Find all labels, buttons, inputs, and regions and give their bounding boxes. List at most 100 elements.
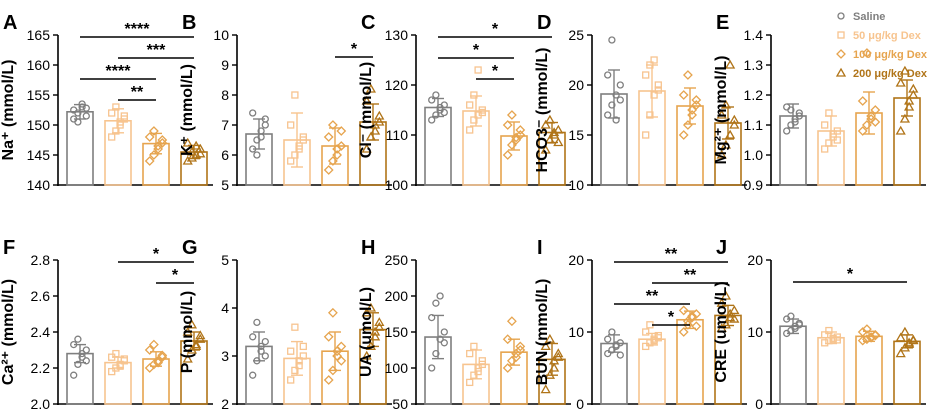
data-point bbox=[470, 91, 478, 99]
y-tick-label: 100 bbox=[385, 360, 409, 376]
data-point bbox=[182, 137, 193, 147]
y-tick-label: 20 bbox=[568, 77, 584, 93]
data-point bbox=[787, 106, 795, 114]
data-point bbox=[650, 56, 658, 64]
panel-c: C 100 110 120 130 Cl⁻ (mmol/L) * * * bbox=[358, 12, 571, 193]
significance-label: ** bbox=[131, 84, 144, 101]
y-tick-label: 2.4 bbox=[31, 324, 51, 340]
data-point bbox=[249, 145, 257, 153]
data-point bbox=[821, 121, 829, 129]
data-point bbox=[729, 114, 740, 124]
data-point bbox=[365, 341, 377, 351]
y-tick-label: 2.6 bbox=[31, 288, 51, 304]
data-point bbox=[78, 100, 86, 108]
data-point bbox=[540, 341, 551, 351]
data-point bbox=[369, 326, 381, 336]
data-point bbox=[332, 144, 343, 154]
y-tick-label: 110 bbox=[386, 127, 409, 143]
y-tick-label: 25 bbox=[568, 27, 584, 43]
data-point bbox=[682, 70, 693, 80]
data-point bbox=[895, 332, 906, 342]
y-tick-label: 0.9 bbox=[744, 177, 764, 193]
data-point bbox=[287, 121, 295, 129]
data-point bbox=[82, 346, 90, 354]
data-point bbox=[470, 116, 478, 124]
data-point bbox=[327, 307, 338, 318]
data-point bbox=[908, 334, 919, 344]
data-point bbox=[74, 118, 82, 126]
data-point bbox=[78, 103, 86, 111]
data-point bbox=[857, 335, 868, 346]
data-point bbox=[729, 305, 740, 315]
data-point bbox=[720, 290, 732, 300]
panel-label: D bbox=[537, 12, 551, 34]
data-point bbox=[323, 132, 334, 142]
y-tick-label: 3 bbox=[221, 348, 229, 364]
data-point bbox=[327, 156, 338, 166]
data-point bbox=[870, 330, 881, 341]
y-axis-label: K⁺ (mmol/L) bbox=[179, 64, 196, 156]
y-tick-label: 1.3 bbox=[744, 57, 764, 73]
y-tick-label: 130 bbox=[385, 27, 409, 43]
data-point bbox=[478, 108, 486, 117]
data-point bbox=[687, 105, 698, 115]
data-point bbox=[720, 139, 732, 149]
data-point bbox=[186, 146, 198, 156]
data-point bbox=[474, 66, 482, 74]
data-point bbox=[608, 36, 616, 44]
data-point bbox=[466, 126, 474, 134]
data-point bbox=[687, 311, 698, 322]
legend-entry: 100 μg/kg Dex bbox=[853, 49, 928, 61]
significance-label: * bbox=[492, 21, 499, 38]
data-point bbox=[642, 71, 650, 79]
data-point bbox=[903, 95, 915, 105]
data-point bbox=[74, 360, 82, 369]
data-point bbox=[195, 330, 206, 340]
data-point bbox=[678, 327, 689, 337]
data-point bbox=[691, 309, 702, 319]
data-point bbox=[332, 150, 343, 160]
data-point bbox=[608, 328, 616, 336]
data-point bbox=[724, 129, 736, 139]
data-point bbox=[253, 151, 261, 159]
y-tick-label: 10 bbox=[568, 324, 584, 340]
data-point bbox=[544, 369, 556, 379]
data-point bbox=[70, 340, 78, 349]
data-point bbox=[787, 312, 795, 320]
data-point bbox=[148, 126, 159, 136]
data-point bbox=[866, 111, 877, 121]
data-point bbox=[720, 99, 732, 109]
data-point bbox=[299, 136, 307, 144]
data-point bbox=[116, 118, 124, 126]
y-tick-label: 150 bbox=[385, 324, 409, 340]
data-point bbox=[253, 357, 261, 365]
data-point bbox=[821, 145, 829, 153]
data-point bbox=[436, 335, 444, 343]
y-tick-label: 9 bbox=[221, 57, 229, 73]
data-point bbox=[361, 95, 372, 105]
data-point bbox=[361, 350, 372, 360]
panel-label: F bbox=[3, 237, 15, 259]
data-point bbox=[682, 319, 693, 330]
data-point bbox=[78, 353, 86, 361]
data-point bbox=[112, 127, 120, 135]
data-point bbox=[604, 349, 612, 358]
y-tick-label: 145 bbox=[27, 147, 51, 163]
data-point bbox=[687, 110, 698, 120]
data-point bbox=[144, 363, 155, 373]
panel-label: H bbox=[361, 237, 375, 259]
data-point bbox=[257, 347, 265, 355]
y-tick-label: 20 bbox=[568, 252, 584, 268]
data-point bbox=[261, 337, 269, 346]
data-point bbox=[432, 299, 440, 307]
y-tick-label: 1.2 bbox=[744, 87, 764, 103]
data-point bbox=[323, 331, 334, 342]
data-point bbox=[157, 350, 168, 361]
data-point bbox=[323, 165, 334, 175]
legend-entry: 200 μg/kg Dex bbox=[853, 68, 928, 80]
data-point bbox=[257, 133, 265, 141]
data-point bbox=[650, 91, 658, 99]
y-tick-label: 100 bbox=[385, 177, 409, 193]
data-point bbox=[729, 119, 740, 129]
